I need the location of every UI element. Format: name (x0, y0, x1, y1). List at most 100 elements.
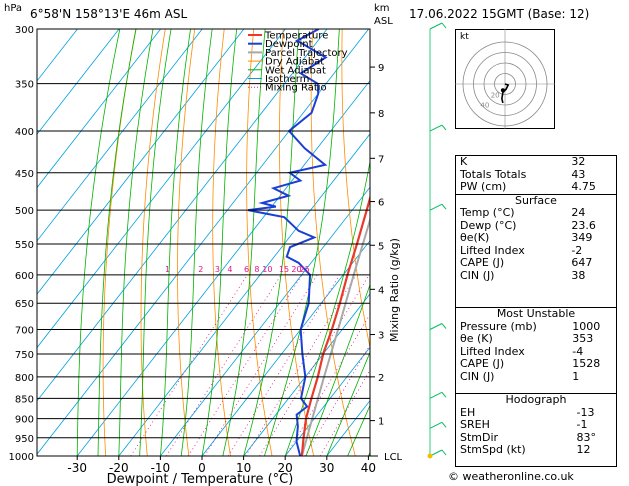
index-row: K 32 (460, 155, 586, 168)
x-axis-title: Dewpoint / Temperature (°C) (107, 472, 294, 486)
wet-adiabat-line (201, 29, 238, 456)
hodograph-panel: Hodograph EH -13 SREH -1 StmDir 83° StmSpd … (455, 393, 617, 467)
mixing-ratio-label: 1 (165, 265, 170, 274)
isotherm-line (37, 29, 328, 402)
x-tick-label: 20 (278, 461, 293, 475)
dewpoint-line (247, 29, 328, 456)
isotherm-line (37, 29, 369, 455)
isotherm-line (160, 186, 370, 456)
pressure-tick-label: 700 (15, 326, 34, 337)
hodo-row: StmSpd (kt) 12 (460, 443, 591, 456)
mixing-ratio-line (319, 369, 370, 456)
pressure-tick-label: 350 (15, 80, 34, 91)
x-tick-label: -10 (151, 461, 171, 475)
isotherm-line (243, 293, 370, 456)
pressure-tick-label: 600 (15, 271, 34, 282)
pressure-tick-label: 300 (15, 25, 34, 36)
surface-row: Dewp (°C) 23.6 (460, 218, 596, 232)
x-tick-label: -20 (109, 461, 129, 475)
mixing-ratio-line (227, 274, 340, 456)
unstable-row: CIN (J) 1 (460, 369, 580, 383)
hodograph-ring-label: 40 (480, 102, 489, 110)
isotherm-line (118, 133, 370, 456)
storm-motion-marker (500, 88, 505, 93)
mixing-ratio-label: 4 (227, 265, 232, 274)
isotherm-line (284, 346, 370, 456)
wind-barb-flag (441, 22, 447, 29)
credit-text: © weatheronline.co.uk (448, 470, 574, 483)
wet-adiabat-line (76, 29, 121, 456)
wind-barb-flag (441, 422, 447, 428)
mixing-ratio-label: 8 (254, 265, 259, 274)
pressure-tick-label: 1000 (9, 452, 34, 463)
km-tick-label: 9 (378, 63, 384, 74)
surface-row: Temp (°C) 24 (460, 206, 586, 219)
mixing-ratio-line (165, 274, 282, 456)
pressure-tick-label: 450 (15, 169, 34, 180)
legend-label: Dry Adiabat (265, 57, 324, 68)
x-tick-label: -30 (67, 461, 87, 475)
legend-label: Dewpoint (265, 39, 313, 50)
pressure-tick-label: 850 (15, 394, 34, 405)
legend-label: Isotherm (265, 74, 309, 85)
station-location: 6°58'N 158°13'E 46m ASL (30, 7, 188, 21)
km-tick-label: 6 (378, 198, 384, 209)
surface-row: θe(K) 349 (460, 231, 593, 244)
wind-barb (429, 421, 443, 429)
most-unstable-title: Most Unstable (496, 307, 576, 320)
height-asl-label: ASL (374, 16, 393, 27)
run-datetime: 17.06.2022 15GMT (Base: 12) (409, 7, 590, 21)
x-tick-label: 40 (361, 461, 376, 475)
surface-row: Lifted Index -2 (460, 243, 583, 257)
mixing-ratio-axis-title: Mixing Ratio (g/kg) (388, 238, 401, 342)
mixing-ratio-label: 10 (262, 265, 272, 274)
pressure-tick-label: 750 (15, 350, 34, 361)
wind-barb-flag (441, 392, 447, 398)
pressure-tick-label: 650 (15, 299, 34, 310)
wind-barb-flag (441, 124, 447, 131)
indices-table: K 32 Totals Totals 43 PW (cm) 4.75 Surface … (456, 155, 616, 282)
isotherm-line (37, 29, 245, 295)
dry-adiabat-line (177, 29, 196, 456)
km-tick-label: 8 (378, 109, 384, 120)
legend-label: Wet Adiabat (265, 65, 326, 76)
wind-barb-flag (441, 449, 447, 456)
x-tick-label: 30 (319, 461, 334, 475)
km-tick-label: 3 (378, 331, 384, 342)
isotherm-line (37, 29, 120, 135)
wind-barb (429, 323, 443, 330)
wind-barb (429, 391, 443, 399)
wind-barb-flag (441, 323, 447, 329)
hodograph-title: Hodograph (505, 393, 567, 406)
mixing-ratio-label: 3 (215, 265, 220, 274)
km-tick-label: 7 (378, 154, 384, 165)
hodo-row: StmDir 83° (460, 430, 597, 444)
wind-barb-flag (441, 203, 447, 210)
height-unit-label: km (374, 3, 390, 14)
unstable-row: Pressure (mb) 1000 (460, 319, 601, 333)
wet-adiabat-line (347, 404, 370, 456)
isotherm-line (37, 29, 161, 189)
km-tick-label: 1 (378, 417, 384, 428)
dry-adiabat-line (212, 29, 231, 456)
hodo-row: EH -13 (460, 405, 595, 419)
mixing-ratio-label: 2 (198, 265, 203, 274)
hodograph-unit-label: kt (460, 32, 469, 42)
most-unstable-panel: Most Unstable Pressure (mb) 1000 θe (K) 35… (455, 307, 617, 394)
hodograph-table: Hodograph EH -13 SREH -1 StmDir 83° StmSpd … (456, 393, 616, 457)
km-tick-label: 4 (378, 285, 384, 296)
lcl-label: LCL (384, 452, 403, 463)
legend-label: Temperature (264, 31, 328, 42)
hodo-row: SREH -1 (460, 418, 588, 431)
surface-title: Surface (515, 193, 557, 207)
unstable-row: Lifted Index -4 (460, 344, 584, 358)
surface-row: CAPE (J) 647 (460, 256, 593, 269)
x-tick-label: 10 (236, 461, 251, 475)
wet-adiabat-line (139, 29, 172, 456)
km-tick-label: 2 (378, 373, 384, 384)
hodograph-ring-label: 20 (491, 91, 500, 99)
isotherm-line (201, 239, 370, 456)
wind-barb (429, 203, 443, 211)
wind-barb (429, 22, 443, 30)
pressure-tick-label: 900 (15, 415, 34, 426)
